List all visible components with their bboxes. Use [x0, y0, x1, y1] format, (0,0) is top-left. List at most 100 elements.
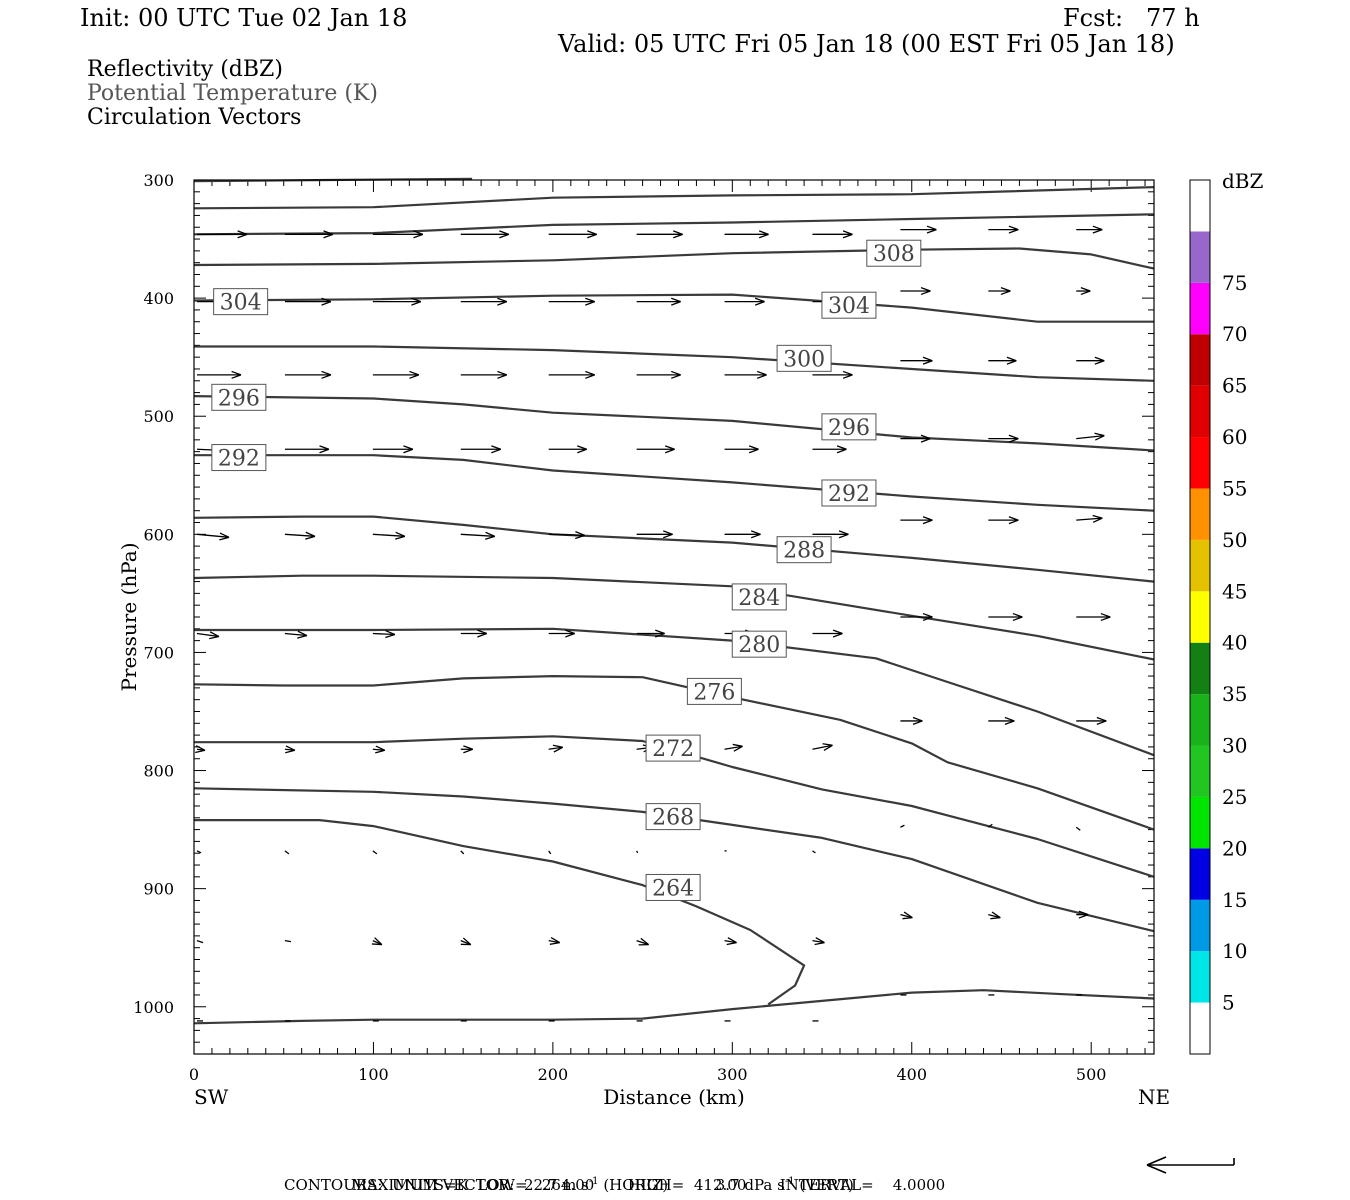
circulation-vector — [196, 850, 202, 854]
vector-shaft — [987, 823, 993, 828]
colorbar-label: 10 — [1222, 939, 1247, 963]
circulation-vector — [900, 286, 931, 296]
max-vector-vert-unit: -1 — [784, 1176, 795, 1187]
vector-head — [375, 745, 386, 751]
contour-label-box — [731, 630, 787, 658]
circulation-vector — [284, 370, 332, 379]
y-tick-label: 300 — [143, 171, 174, 190]
contour-label-text: 288 — [783, 539, 825, 564]
vector-head — [219, 532, 230, 538]
colorbar-segment — [1190, 899, 1210, 952]
colorbar-segment — [1190, 231, 1210, 283]
circulation-vector — [548, 937, 561, 945]
contour-label-text: 300 — [783, 347, 825, 372]
circulation-vector — [636, 297, 681, 306]
vector-head — [671, 301, 681, 306]
vector-head — [321, 374, 332, 379]
circulation-vector — [812, 230, 853, 239]
circulation-vector — [812, 370, 853, 379]
vector-head — [815, 937, 825, 944]
vector-head — [922, 612, 933, 618]
vector-shaft — [196, 632, 220, 638]
vector-head — [499, 230, 509, 235]
theta-contour-line — [193, 247, 1155, 270]
max-vector-horiz-tag: (HORIZ) — [603, 1176, 669, 1194]
vector-head — [285, 749, 296, 754]
circulation-vector — [372, 230, 424, 239]
vector-head — [1008, 434, 1019, 440]
circulation-vector — [1076, 514, 1103, 523]
vector-head — [491, 445, 501, 450]
circulation-vector — [724, 230, 769, 239]
contour-label-box — [821, 413, 877, 441]
circulation-vector — [812, 743, 833, 752]
contour-label-text: 304 — [828, 294, 870, 319]
vector-shaft — [548, 850, 552, 855]
circulation-vector — [1075, 826, 1081, 831]
circulation-vector — [987, 823, 993, 828]
circulation-vector — [1076, 612, 1111, 622]
vector-head — [842, 374, 853, 379]
colorbar-segment — [1190, 437, 1210, 489]
vector-head — [413, 233, 424, 239]
vector-shaft — [284, 939, 292, 943]
vector-shaft — [900, 824, 905, 828]
vector-head — [758, 230, 769, 235]
contour-label: 292 — [821, 479, 877, 507]
vector-shaft — [812, 744, 833, 750]
y-tick-label: 1000 — [133, 998, 174, 1017]
circulation-vector — [900, 356, 933, 365]
vector-head — [321, 301, 332, 306]
circulation-vector — [1076, 910, 1089, 919]
contour-label-text: 296 — [218, 386, 260, 411]
circulation-vector — [460, 745, 473, 754]
x-tick-label: 300 — [717, 1065, 748, 1084]
colorbar-label: 60 — [1222, 425, 1247, 449]
vector-head — [920, 434, 931, 440]
contour-label: 304 — [213, 288, 269, 316]
vector-shaft — [988, 914, 1001, 919]
contour-label-box — [645, 803, 701, 831]
vector-shaft — [372, 748, 385, 751]
circulation-vector — [988, 612, 1023, 622]
vector-head — [663, 530, 673, 535]
circulation-vector — [372, 531, 406, 540]
vector-head — [922, 616, 933, 622]
vector-head — [665, 448, 675, 454]
y-axis-label: Pressure (hPa) — [117, 543, 141, 692]
vector-head — [758, 233, 769, 239]
circulation-vector — [548, 850, 552, 855]
colorbar-label: 45 — [1222, 579, 1247, 603]
circulation-vector — [460, 445, 501, 454]
vector-head — [1008, 225, 1019, 231]
circulation-vector — [548, 629, 575, 638]
contour-label-text: 284 — [738, 586, 780, 611]
colorbar-label: 30 — [1222, 734, 1247, 758]
contour-label: 292 — [211, 444, 267, 472]
vector-head — [655, 629, 665, 635]
vector-head — [756, 370, 767, 376]
vector-head — [926, 228, 937, 234]
vector-head — [842, 230, 853, 235]
vector-head — [673, 233, 683, 239]
circulation-vector — [460, 937, 472, 946]
vector-shaft — [196, 939, 204, 944]
vector-head — [1080, 286, 1091, 292]
circulation-vector — [988, 356, 1017, 365]
vector-head — [321, 370, 332, 376]
vector-head — [395, 535, 406, 540]
theta-contour-line — [194, 454, 1155, 512]
vector-shaft — [372, 533, 405, 537]
vector-head — [477, 632, 487, 638]
vector-head — [587, 233, 597, 239]
circulation-vector — [636, 445, 675, 454]
circulation-vector — [724, 370, 767, 379]
colorbar-segment — [1190, 1002, 1210, 1054]
contour-label-box — [211, 383, 267, 411]
circulation-vector — [812, 530, 849, 539]
colorbar-segment — [1190, 385, 1210, 438]
contour-label: 284 — [731, 583, 787, 611]
contour-label-box — [776, 536, 832, 564]
vector-head — [671, 297, 681, 303]
vector-head — [754, 297, 765, 303]
